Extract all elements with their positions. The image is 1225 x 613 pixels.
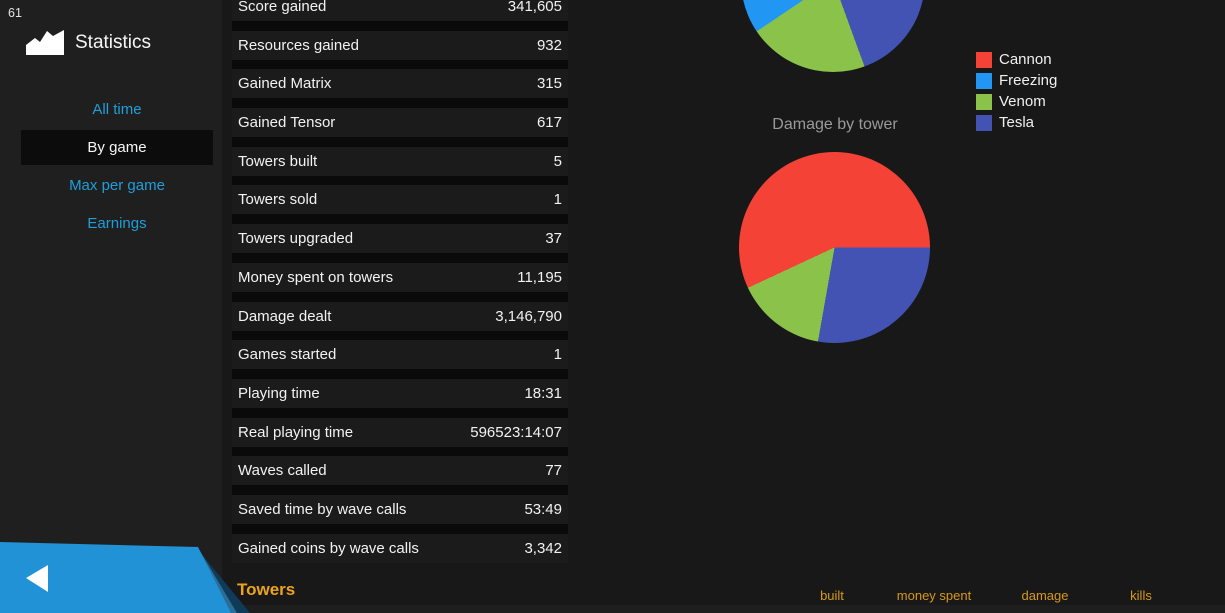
stat-value: 11,195 — [517, 268, 562, 286]
legend-swatch-venom — [976, 94, 992, 110]
stat-label: Games started — [238, 346, 337, 364]
statistics-header: Statistics — [26, 30, 151, 55]
nav-item-all-time[interactable]: All time — [92, 101, 142, 118]
stat-value: 1 — [553, 191, 562, 209]
legend-swatch-cannon — [976, 52, 992, 68]
table-row: Damage dealt 3,146,790 — [232, 301, 568, 331]
back-button[interactable]: Back — [0, 542, 252, 613]
stat-value: 5 — [553, 152, 562, 170]
back-arrow-icon — [26, 565, 48, 592]
stat-label: Saved time by wave calls — [238, 500, 407, 518]
table-row: Resources gained 932 — [232, 30, 568, 60]
stat-value: 932 — [536, 36, 562, 54]
legend-item-tesla: Tesla — [976, 115, 1057, 131]
back-ribbon — [0, 542, 250, 613]
table-row: Money spent on towers 11,195 — [232, 262, 568, 292]
legend-swatch-tesla — [976, 115, 992, 131]
stat-label: Playing time — [238, 384, 320, 402]
table-row: Games started 1 — [232, 340, 568, 370]
table-row: Gained Matrix 315 — [232, 69, 568, 99]
table-row: Gained coins by wave calls 3,342 — [232, 533, 568, 563]
tower-legend: Cannon Freezing Venom Tesla — [976, 52, 1057, 136]
legend-item-venom: Venom — [976, 94, 1057, 110]
stat-value: 596523:14:07 — [470, 423, 562, 441]
stat-value: 3,146,790 — [495, 307, 562, 325]
stat-label: Waves called — [238, 462, 327, 480]
stat-value: 77 — [545, 462, 562, 480]
table-row: Real playing time 596523:14:07 — [232, 417, 568, 447]
stat-value: 53:49 — [524, 500, 562, 518]
stat-label: Money spent on towers — [238, 268, 394, 286]
column-header-kills: kills — [1130, 588, 1152, 603]
stat-value: 18:31 — [524, 384, 562, 402]
stat-label: Towers upgraded — [238, 230, 354, 248]
top-left-counter: 61 — [8, 6, 22, 20]
nav-item-by-game[interactable]: By game — [21, 130, 213, 165]
stat-label: Gained Matrix — [238, 75, 332, 93]
table-row: Gained Tensor 617 — [232, 108, 568, 138]
table-row: Score gained 341,605 — [232, 0, 568, 21]
legend-label-tesla: Tesla — [999, 114, 1035, 131]
towers-section-title: Towers — [237, 580, 296, 599]
nav-item-max-per-game[interactable]: Max per game — [69, 177, 165, 194]
stat-label: Towers built — [238, 152, 318, 170]
stat-value: 1 — [553, 346, 562, 364]
column-header-money-spent: money spent — [896, 588, 972, 603]
stat-label: Towers sold — [238, 191, 318, 209]
stat-value: 617 — [536, 114, 562, 132]
pie-chart-top — [741, 0, 925, 72]
legend-item-cannon: Cannon — [976, 52, 1057, 68]
legend-swatch-freezing — [976, 73, 992, 89]
stat-value: 3,342 — [524, 539, 562, 557]
page-title: Statistics — [75, 31, 152, 53]
stat-value: 37 — [545, 230, 562, 248]
stat-label: Gained Tensor — [238, 114, 336, 132]
sidebar: 61 Statistics All time By game Max per g… — [0, 0, 222, 613]
nav-item-earnings[interactable]: Earnings — [87, 215, 147, 232]
table-row: Towers sold 1 — [232, 185, 568, 215]
damage-by-tower-label: Damage by tower — [772, 116, 898, 133]
column-header-damage: damage — [1021, 588, 1069, 603]
legend-label-freezing: Freezing — [999, 72, 1058, 89]
stat-label: Real playing time — [238, 423, 354, 441]
stat-label: Score gained — [238, 0, 327, 15]
legend-label-venom: Venom — [999, 93, 1046, 110]
stat-value: 341,605 — [507, 0, 562, 15]
stat-label: Resources gained — [238, 36, 359, 54]
table-row: Towers built 5 — [232, 146, 568, 176]
pie-chart-damage-by-tower — [739, 152, 930, 343]
table-row: Waves called 77 — [232, 456, 568, 486]
statistics-nav: All time By game Max per game Earnings — [21, 92, 213, 244]
stat-label: Gained coins by wave calls — [238, 539, 419, 557]
table-row: Saved time by wave calls 53:49 — [232, 494, 568, 524]
legend-item-freezing: Freezing — [976, 73, 1057, 89]
stats-table[interactable]: Score gained 341,605 Resources gained 932 Ga… — [232, 0, 568, 563]
statistics-chart-icon — [26, 30, 64, 55]
column-header-built: built — [820, 588, 844, 603]
stat-value: 315 — [536, 75, 562, 93]
stat-label: Damage dealt — [238, 307, 332, 325]
table-row: Playing time 18:31 — [232, 378, 568, 408]
towers-table-first-row — [232, 605, 1225, 613]
legend-label-cannon: Cannon — [999, 51, 1052, 68]
table-row: Towers upgraded 37 — [232, 224, 568, 254]
